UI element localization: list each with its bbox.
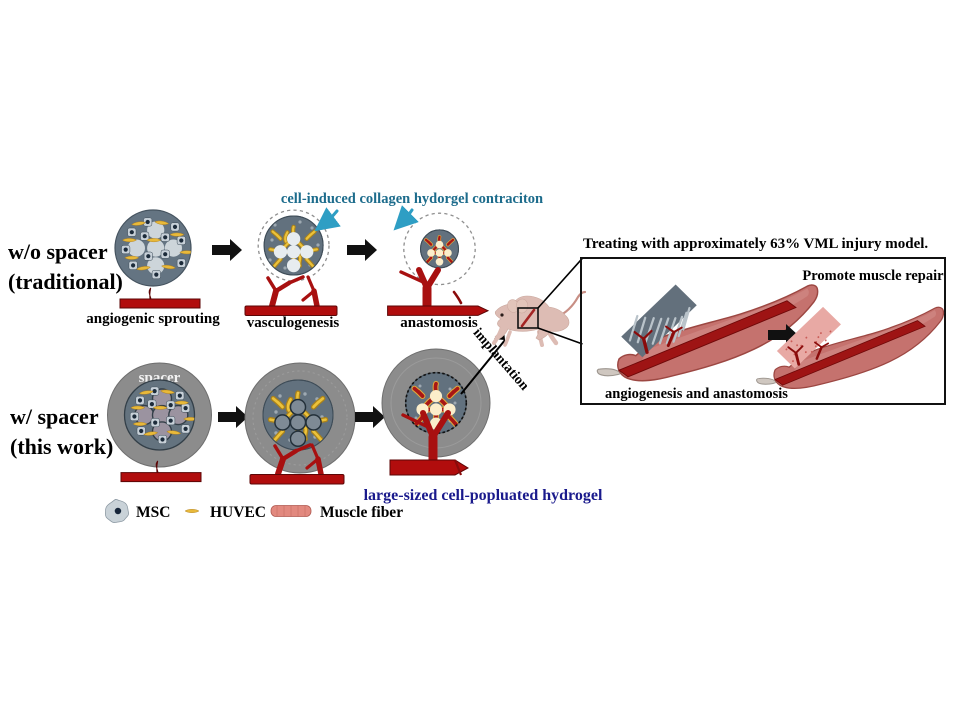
- svg-text:Treating with approximately 63: Treating with approximately 63% VML inju…: [583, 236, 928, 252]
- svg-text:(traditional): (traditional): [8, 269, 123, 294]
- svg-text:HUVEC: HUVEC: [210, 504, 266, 521]
- svg-text:cell-induced collagen hydorgel: cell-induced collagen hydorgel contracit…: [281, 191, 543, 207]
- svg-text:large-sized cell-popluated hyd: large-sized cell-popluated hydrogel: [364, 487, 603, 504]
- svg-text:vasculogenesis: vasculogenesis: [247, 315, 340, 331]
- svg-text:anastomosis: anastomosis: [400, 315, 478, 331]
- svg-text:w/o spacer: w/o spacer: [8, 239, 108, 264]
- svg-text:Promote muscle repair: Promote muscle repair: [802, 268, 944, 284]
- svg-text:w/ spacer: w/ spacer: [10, 404, 99, 429]
- svg-text:angiogenesis and anastomosis: angiogenesis and anastomosis: [605, 386, 788, 402]
- svg-text:Muscle fiber: Muscle fiber: [320, 504, 403, 521]
- svg-text:(this work): (this work): [10, 434, 113, 459]
- svg-text:angiogenic sprouting: angiogenic sprouting: [86, 311, 220, 327]
- svg-text:MSC: MSC: [136, 504, 170, 521]
